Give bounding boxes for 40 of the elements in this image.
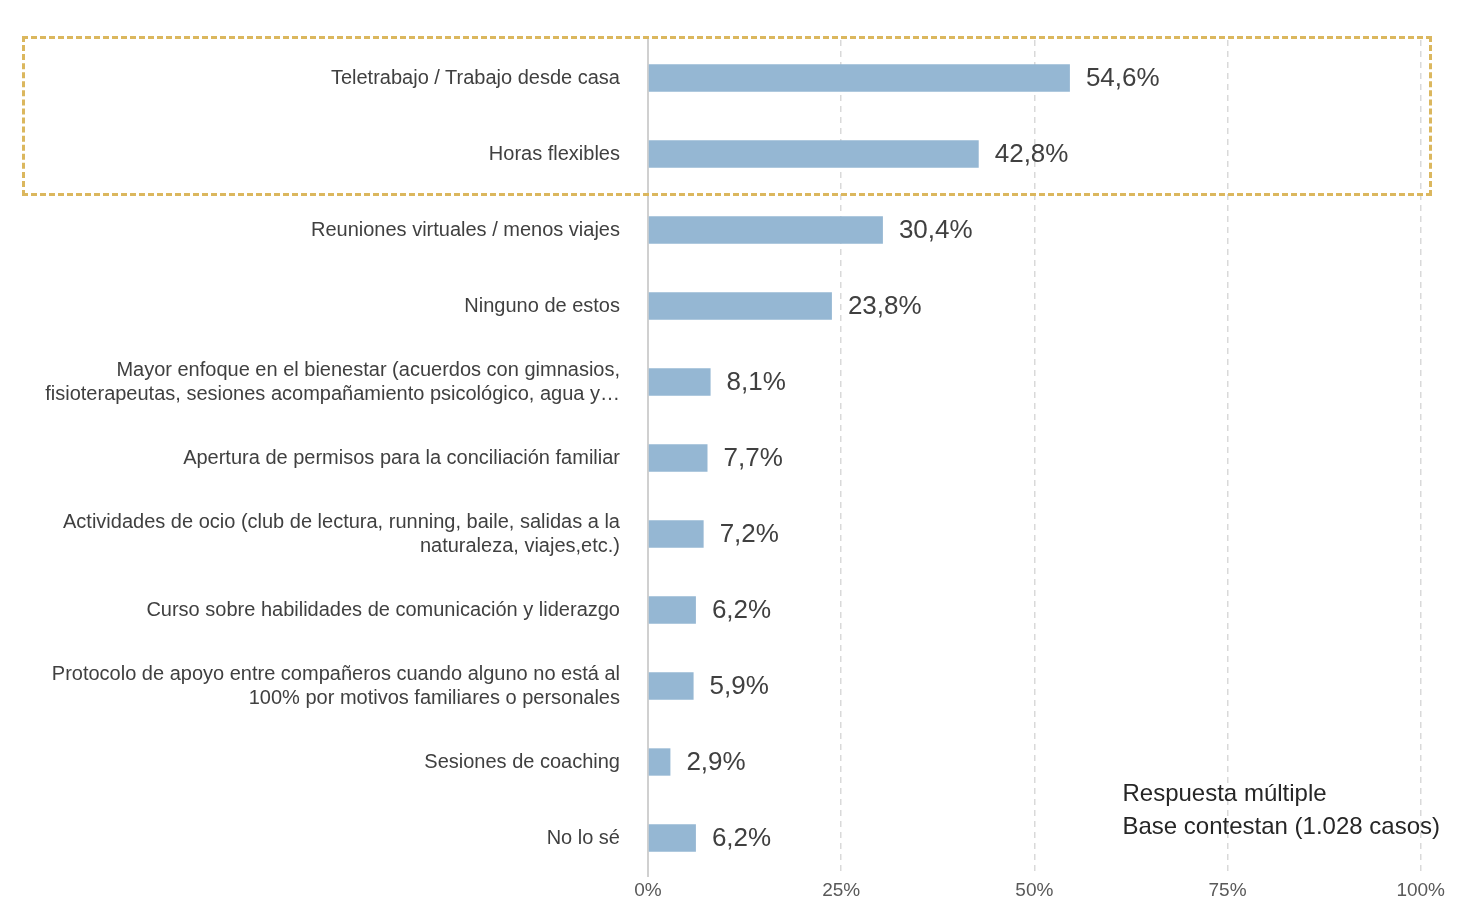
data-label: 42,8% xyxy=(994,138,1069,169)
bar xyxy=(648,140,979,168)
data-label: 6,2% xyxy=(711,822,772,853)
annotation: Respuesta múltiple xyxy=(1122,778,1327,806)
data-label: 23,8% xyxy=(847,290,922,321)
x-tick-label: 75% xyxy=(1208,878,1247,900)
x-tick-label: 100% xyxy=(1396,878,1446,900)
data-label: 5,9% xyxy=(709,670,769,701)
y-tick-label: Horas flexibles xyxy=(488,141,620,164)
x-tick-label: 25% xyxy=(822,878,861,900)
data-label: 30,4% xyxy=(898,214,973,245)
y-tick-label: Sesiones de coaching xyxy=(424,749,620,772)
bar xyxy=(648,748,671,776)
bar xyxy=(648,292,832,320)
y-tick-label: Ninguno de estos xyxy=(464,293,620,316)
bar xyxy=(648,444,708,472)
x-tick-label: 0% xyxy=(634,878,662,900)
bar xyxy=(648,520,704,548)
bar xyxy=(648,216,883,244)
y-tick-label: Mayor enfoque en el bienestar (acuerdos con gimnasios, fisioterapeutas, sesiones acompañamiento psicológico, agua y… xyxy=(45,357,620,404)
data-label: 6,2% xyxy=(711,594,772,625)
data-label: 2,9% xyxy=(686,746,746,777)
y-tick-label: No lo sé xyxy=(546,825,620,848)
x-tick-label: 50% xyxy=(1015,878,1054,900)
y-tick-label: Actividades de ocio (club de lectura, running, baile, salidas a la naturaleza, viajes,etc.) xyxy=(63,509,621,556)
data-label: 54,6% xyxy=(1085,62,1160,93)
y-tick-label: Curso sobre habilidades de comunicación y liderazgo xyxy=(146,597,620,620)
y-tick-label: Apertura de permisos para la conciliación familiar xyxy=(183,445,621,468)
bar xyxy=(648,64,1070,92)
y-tick-label: Teletrabajo / Trabajo desde casa xyxy=(330,65,621,88)
data-label: 7,7% xyxy=(723,442,783,473)
annotation: Base contestan (1.028 casos) xyxy=(1122,811,1441,839)
y-tick-label: Reuniones virtuales / menos viajes xyxy=(310,217,620,240)
data-label: 7,2% xyxy=(719,518,779,549)
bar xyxy=(648,368,711,396)
bar xyxy=(648,824,696,852)
bar xyxy=(648,596,696,624)
bar xyxy=(648,672,694,700)
y-tick-label: Protocolo de apoyo entre compañeros cuando alguno no está al 100% por motivos familiares o personales xyxy=(51,661,620,708)
data-label: 8,1% xyxy=(726,366,786,397)
